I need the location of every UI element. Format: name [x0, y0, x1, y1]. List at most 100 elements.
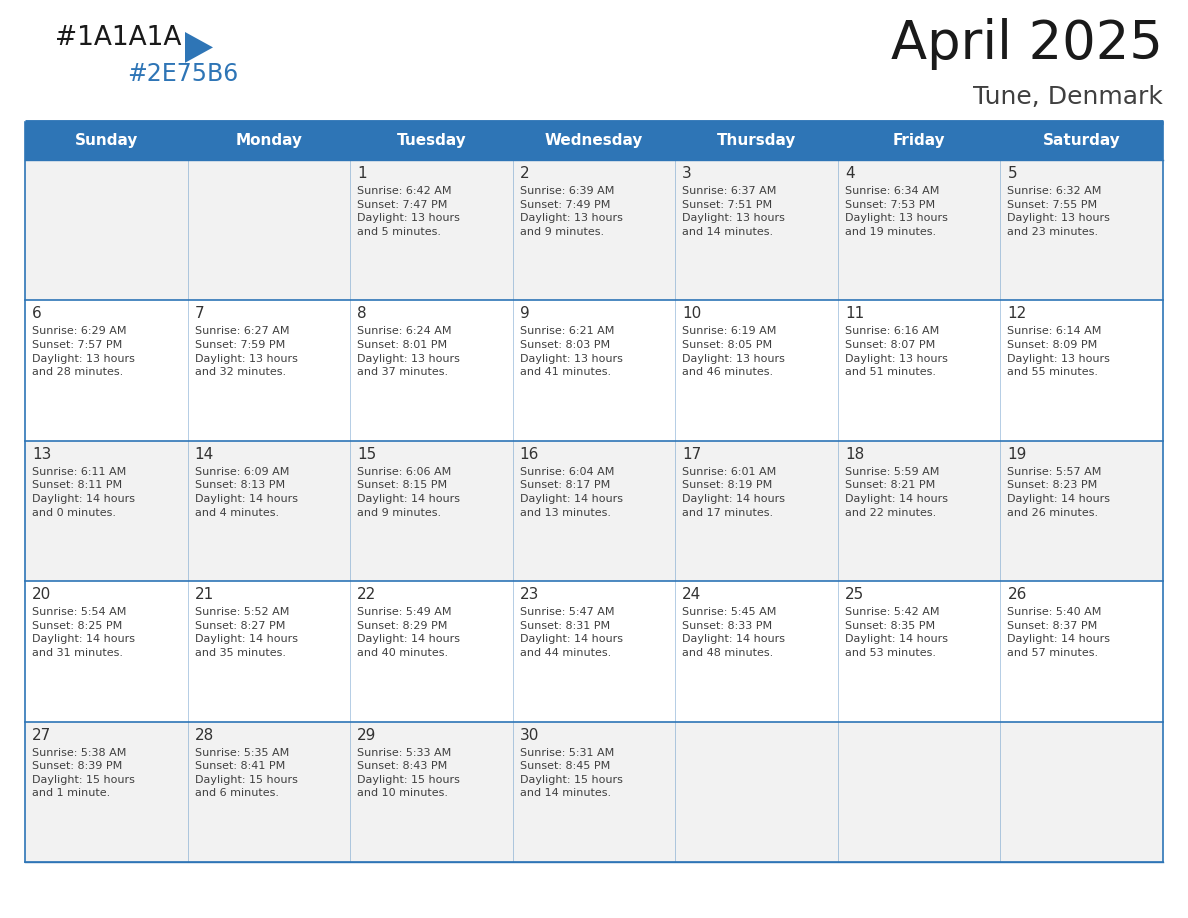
Bar: [25, 581, 188, 722]
Text: Tune, Denmark: Tune, Denmark: [973, 85, 1163, 109]
Text: Wednesday: Wednesday: [545, 133, 643, 149]
Bar: [188, 581, 350, 722]
Text: Sunrise: 5:38 AM
Sunset: 8:39 PM
Daylight: 15 hours
and 1 minute.: Sunrise: 5:38 AM Sunset: 8:39 PM Dayligh…: [32, 747, 135, 799]
Bar: [675, 160, 838, 300]
Bar: [188, 160, 350, 300]
Bar: [675, 300, 838, 441]
Text: 29: 29: [358, 728, 377, 743]
Text: Sunrise: 6:14 AM
Sunset: 8:09 PM
Daylight: 13 hours
and 55 minutes.: Sunrise: 6:14 AM Sunset: 8:09 PM Dayligh…: [1007, 327, 1111, 377]
Polygon shape: [185, 32, 213, 62]
Text: Sunrise: 6:21 AM
Sunset: 8:03 PM
Daylight: 13 hours
and 41 minutes.: Sunrise: 6:21 AM Sunset: 8:03 PM Dayligh…: [519, 327, 623, 377]
Text: #2E75B6: #2E75B6: [127, 62, 239, 86]
Bar: [838, 441, 1000, 581]
Text: 5: 5: [1007, 166, 1017, 181]
Text: 4: 4: [845, 166, 854, 181]
Bar: [1000, 160, 1163, 300]
Bar: [188, 441, 350, 581]
Text: 20: 20: [32, 588, 51, 602]
Bar: [350, 300, 513, 441]
Text: 1: 1: [358, 166, 367, 181]
Bar: [1000, 441, 1163, 581]
Bar: [675, 581, 838, 722]
Bar: [513, 722, 675, 862]
Text: 14: 14: [195, 447, 214, 462]
Text: Sunrise: 6:29 AM
Sunset: 7:57 PM
Daylight: 13 hours
and 28 minutes.: Sunrise: 6:29 AM Sunset: 7:57 PM Dayligh…: [32, 327, 135, 377]
Text: Sunday: Sunday: [75, 133, 138, 149]
Bar: [675, 441, 838, 581]
Bar: [838, 160, 1000, 300]
Text: Sunrise: 5:49 AM
Sunset: 8:29 PM
Daylight: 14 hours
and 40 minutes.: Sunrise: 5:49 AM Sunset: 8:29 PM Dayligh…: [358, 607, 460, 658]
Text: 30: 30: [519, 728, 539, 743]
Bar: [513, 300, 675, 441]
Bar: [513, 581, 675, 722]
Text: Sunrise: 6:09 AM
Sunset: 8:13 PM
Daylight: 14 hours
and 4 minutes.: Sunrise: 6:09 AM Sunset: 8:13 PM Dayligh…: [195, 466, 297, 518]
Text: Sunrise: 5:40 AM
Sunset: 8:37 PM
Daylight: 14 hours
and 57 minutes.: Sunrise: 5:40 AM Sunset: 8:37 PM Dayligh…: [1007, 607, 1111, 658]
Bar: [1000, 581, 1163, 722]
Text: 17: 17: [682, 447, 702, 462]
Bar: [838, 581, 1000, 722]
Bar: [25, 122, 188, 160]
Text: Sunrise: 6:19 AM
Sunset: 8:05 PM
Daylight: 13 hours
and 46 minutes.: Sunrise: 6:19 AM Sunset: 8:05 PM Dayligh…: [682, 327, 785, 377]
Text: 10: 10: [682, 307, 702, 321]
Text: 6: 6: [32, 307, 42, 321]
Text: 28: 28: [195, 728, 214, 743]
Text: Sunrise: 5:35 AM
Sunset: 8:41 PM
Daylight: 15 hours
and 6 minutes.: Sunrise: 5:35 AM Sunset: 8:41 PM Dayligh…: [195, 747, 297, 799]
Text: 12: 12: [1007, 307, 1026, 321]
Text: 16: 16: [519, 447, 539, 462]
Bar: [350, 581, 513, 722]
Bar: [1000, 122, 1163, 160]
Bar: [188, 722, 350, 862]
Text: 9: 9: [519, 307, 530, 321]
Bar: [675, 722, 838, 862]
Bar: [350, 160, 513, 300]
Text: Sunrise: 6:11 AM
Sunset: 8:11 PM
Daylight: 14 hours
and 0 minutes.: Sunrise: 6:11 AM Sunset: 8:11 PM Dayligh…: [32, 466, 135, 518]
Text: Sunrise: 5:52 AM
Sunset: 8:27 PM
Daylight: 14 hours
and 35 minutes.: Sunrise: 5:52 AM Sunset: 8:27 PM Dayligh…: [195, 607, 297, 658]
Bar: [513, 160, 675, 300]
Text: 11: 11: [845, 307, 864, 321]
Text: 21: 21: [195, 588, 214, 602]
Bar: [350, 441, 513, 581]
Text: 13: 13: [32, 447, 51, 462]
Text: Sunrise: 5:47 AM
Sunset: 8:31 PM
Daylight: 14 hours
and 44 minutes.: Sunrise: 5:47 AM Sunset: 8:31 PM Dayligh…: [519, 607, 623, 658]
Bar: [188, 122, 350, 160]
Text: April 2025: April 2025: [891, 18, 1163, 70]
Bar: [1000, 722, 1163, 862]
Text: #1A1A1A: #1A1A1A: [55, 25, 182, 51]
Text: Monday: Monday: [235, 133, 303, 149]
Text: Sunrise: 6:32 AM
Sunset: 7:55 PM
Daylight: 13 hours
and 23 minutes.: Sunrise: 6:32 AM Sunset: 7:55 PM Dayligh…: [1007, 186, 1111, 237]
Bar: [25, 160, 188, 300]
Bar: [675, 122, 838, 160]
Text: Sunrise: 5:42 AM
Sunset: 8:35 PM
Daylight: 14 hours
and 53 minutes.: Sunrise: 5:42 AM Sunset: 8:35 PM Dayligh…: [845, 607, 948, 658]
Text: Sunrise: 6:34 AM
Sunset: 7:53 PM
Daylight: 13 hours
and 19 minutes.: Sunrise: 6:34 AM Sunset: 7:53 PM Dayligh…: [845, 186, 948, 237]
Bar: [838, 722, 1000, 862]
Text: Sunrise: 6:06 AM
Sunset: 8:15 PM
Daylight: 14 hours
and 9 minutes.: Sunrise: 6:06 AM Sunset: 8:15 PM Dayligh…: [358, 466, 460, 518]
Bar: [25, 441, 188, 581]
Text: Sunrise: 6:37 AM
Sunset: 7:51 PM
Daylight: 13 hours
and 14 minutes.: Sunrise: 6:37 AM Sunset: 7:51 PM Dayligh…: [682, 186, 785, 237]
Text: Sunrise: 6:42 AM
Sunset: 7:47 PM
Daylight: 13 hours
and 5 minutes.: Sunrise: 6:42 AM Sunset: 7:47 PM Dayligh…: [358, 186, 460, 237]
Text: 18: 18: [845, 447, 864, 462]
Text: 7: 7: [195, 307, 204, 321]
Text: 25: 25: [845, 588, 864, 602]
Text: Saturday: Saturday: [1043, 133, 1120, 149]
Text: Sunrise: 6:27 AM
Sunset: 7:59 PM
Daylight: 13 hours
and 32 minutes.: Sunrise: 6:27 AM Sunset: 7:59 PM Dayligh…: [195, 327, 297, 377]
Bar: [350, 722, 513, 862]
Text: 3: 3: [682, 166, 693, 181]
Text: 19: 19: [1007, 447, 1026, 462]
Text: Sunrise: 6:24 AM
Sunset: 8:01 PM
Daylight: 13 hours
and 37 minutes.: Sunrise: 6:24 AM Sunset: 8:01 PM Dayligh…: [358, 327, 460, 377]
Text: 23: 23: [519, 588, 539, 602]
Bar: [513, 441, 675, 581]
Text: Sunrise: 6:39 AM
Sunset: 7:49 PM
Daylight: 13 hours
and 9 minutes.: Sunrise: 6:39 AM Sunset: 7:49 PM Dayligh…: [519, 186, 623, 237]
Text: 27: 27: [32, 728, 51, 743]
Bar: [838, 300, 1000, 441]
Text: Sunrise: 5:33 AM
Sunset: 8:43 PM
Daylight: 15 hours
and 10 minutes.: Sunrise: 5:33 AM Sunset: 8:43 PM Dayligh…: [358, 747, 460, 799]
Bar: [838, 122, 1000, 160]
Bar: [25, 300, 188, 441]
Text: Tuesday: Tuesday: [397, 133, 467, 149]
Text: 26: 26: [1007, 588, 1026, 602]
Text: 22: 22: [358, 588, 377, 602]
Text: Thursday: Thursday: [716, 133, 796, 149]
Text: 8: 8: [358, 307, 367, 321]
Text: Friday: Friday: [893, 133, 946, 149]
Text: Sunrise: 5:59 AM
Sunset: 8:21 PM
Daylight: 14 hours
and 22 minutes.: Sunrise: 5:59 AM Sunset: 8:21 PM Dayligh…: [845, 466, 948, 518]
Bar: [513, 122, 675, 160]
